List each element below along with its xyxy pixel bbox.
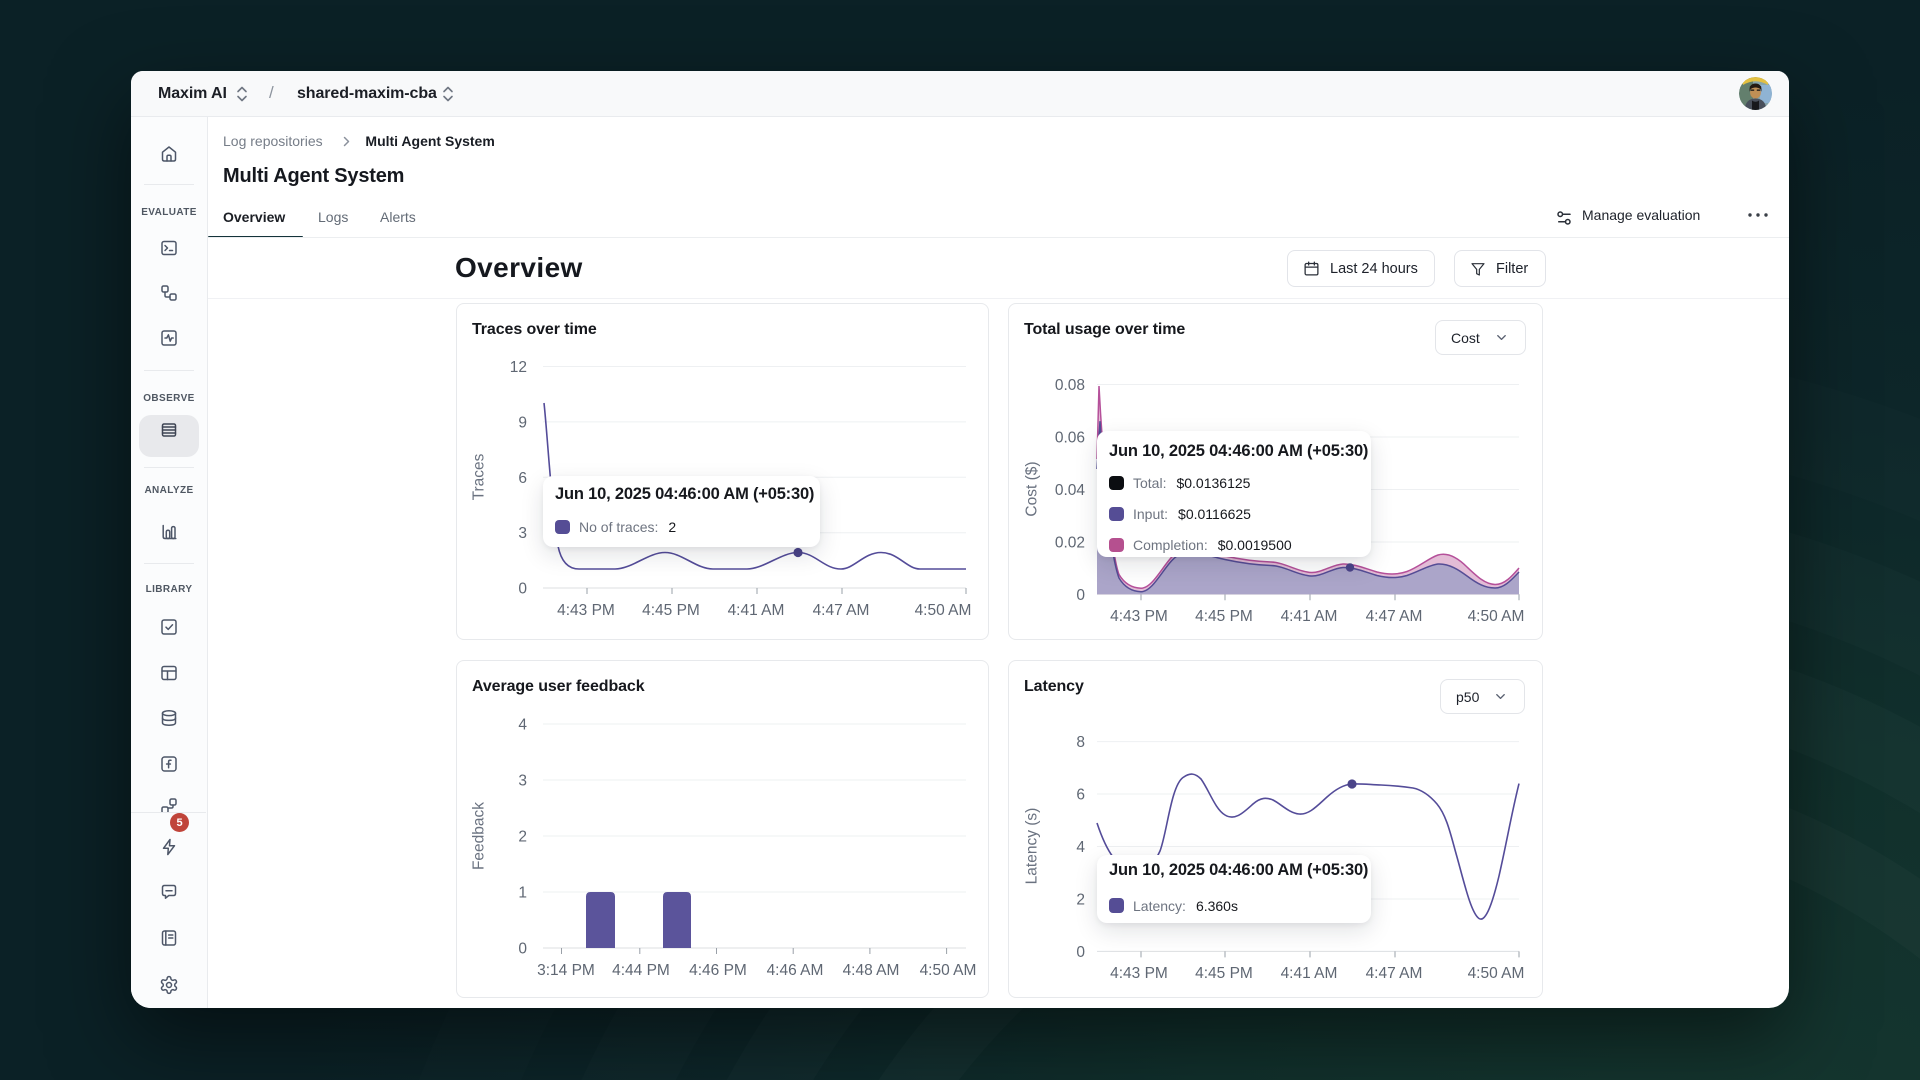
svg-text:Feedback: Feedback: [471, 802, 488, 870]
svg-text:4:43 PM: 4:43 PM: [557, 602, 615, 619]
svg-text:Latency (s): Latency (s): [1024, 808, 1041, 885]
svg-text:6: 6: [518, 470, 527, 487]
svg-text:4: 4: [518, 717, 527, 734]
svg-text:9: 9: [518, 414, 527, 431]
svg-text:3: 3: [518, 773, 527, 790]
svg-text:4:45 PM: 4:45 PM: [1195, 965, 1253, 982]
svg-text:4:50 AM: 4:50 AM: [915, 602, 972, 619]
svg-text:4:41 AM: 4:41 AM: [1281, 965, 1338, 982]
svg-text:4:48 AM: 4:48 AM: [843, 962, 900, 979]
svg-text:2: 2: [518, 829, 527, 846]
svg-text:0.08: 0.08: [1055, 377, 1085, 394]
svg-text:3:14 PM: 3:14 PM: [537, 962, 595, 979]
svg-text:0: 0: [518, 581, 527, 598]
svg-text:0: 0: [1076, 944, 1085, 961]
svg-text:4:50 AM: 4:50 AM: [1468, 965, 1525, 982]
svg-text:4:41 AM: 4:41 AM: [1281, 608, 1338, 625]
svg-text:4:50 AM: 4:50 AM: [920, 962, 977, 979]
svg-text:4:43 PM: 4:43 PM: [1110, 965, 1168, 982]
svg-text:4:44 PM: 4:44 PM: [612, 962, 670, 979]
svg-text:4:41 AM: 4:41 AM: [728, 602, 785, 619]
svg-text:4:47 AM: 4:47 AM: [813, 602, 870, 619]
svg-text:4:50 AM: 4:50 AM: [1468, 608, 1525, 625]
svg-text:0.02: 0.02: [1055, 535, 1085, 552]
svg-text:2: 2: [1076, 892, 1085, 909]
svg-text:0: 0: [1076, 587, 1085, 604]
svg-text:4:45 PM: 4:45 PM: [642, 602, 700, 619]
svg-text:4: 4: [1076, 839, 1085, 856]
svg-text:Traces: Traces: [471, 453, 488, 500]
svg-text:4:43 PM: 4:43 PM: [1110, 608, 1168, 625]
svg-text:0.04: 0.04: [1055, 482, 1086, 499]
svg-text:4:46 AM: 4:46 AM: [767, 962, 824, 979]
svg-text:4:47 AM: 4:47 AM: [1366, 965, 1423, 982]
svg-text:0.06: 0.06: [1055, 430, 1085, 447]
svg-text:6: 6: [1076, 787, 1085, 804]
svg-text:4:47 AM: 4:47 AM: [1366, 608, 1423, 625]
svg-text:0: 0: [518, 941, 527, 958]
svg-text:Cost ($): Cost ($): [1024, 461, 1041, 516]
svg-text:4:46 PM: 4:46 PM: [689, 962, 747, 979]
svg-text:4:45 PM: 4:45 PM: [1195, 608, 1253, 625]
svg-text:3: 3: [518, 525, 527, 542]
svg-text:8: 8: [1076, 734, 1085, 751]
svg-text:1: 1: [518, 885, 527, 902]
svg-text:12: 12: [510, 359, 527, 376]
